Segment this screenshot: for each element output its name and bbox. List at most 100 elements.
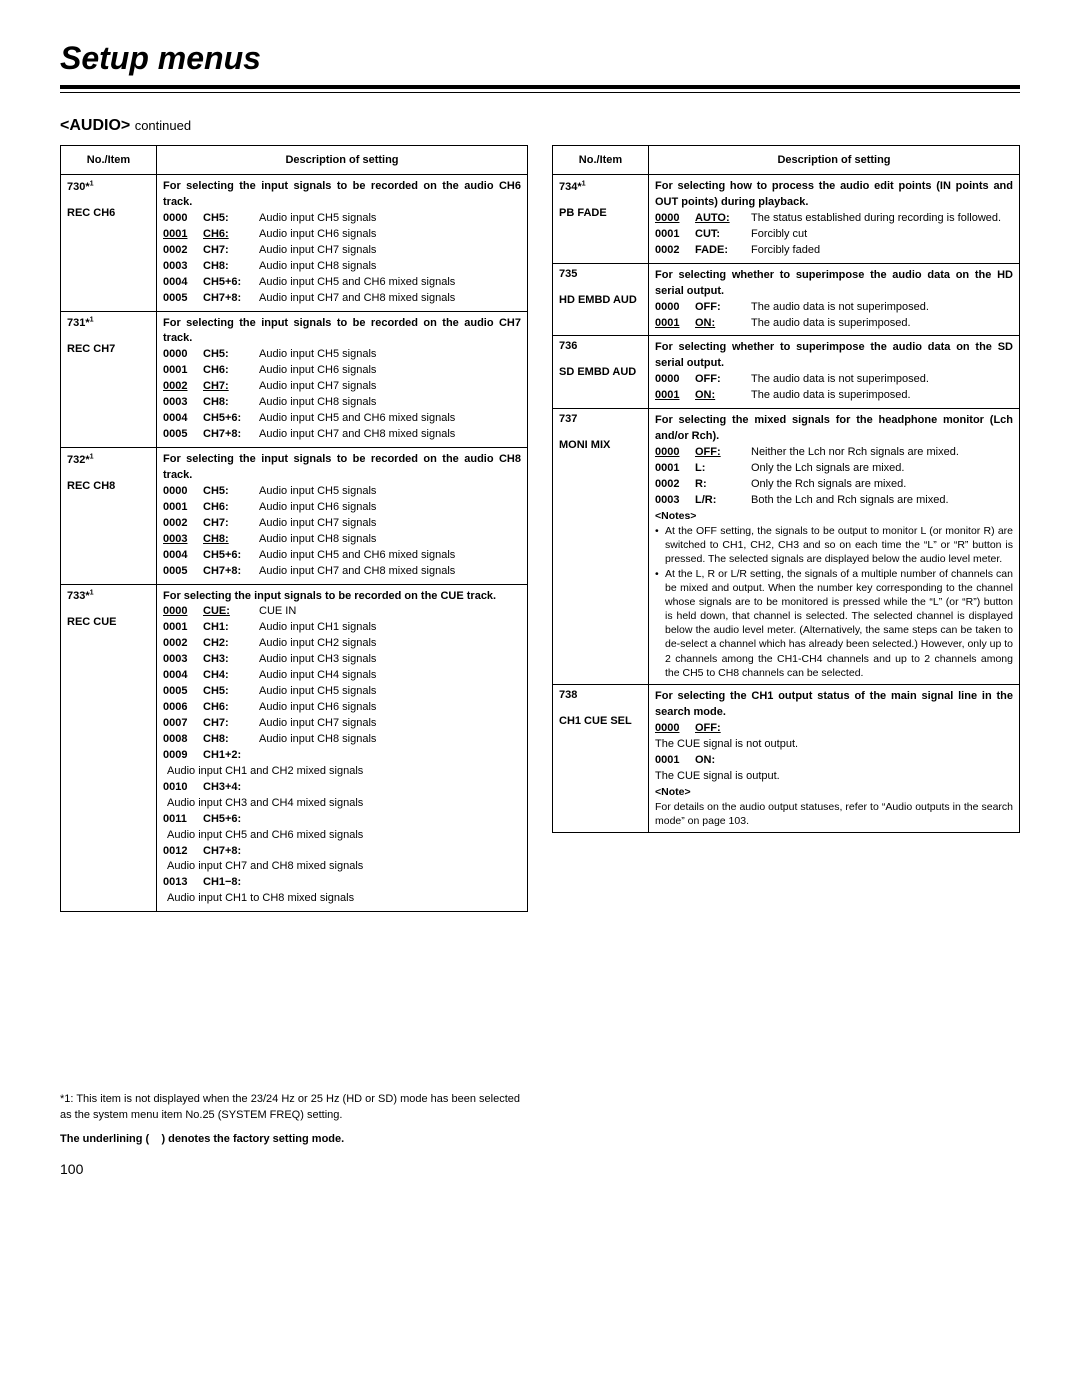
option-row: 0008CH8:Audio input CH8 signals	[163, 732, 521, 748]
option-code: 0000	[655, 211, 695, 227]
option-text: The audio data is superimposed.	[751, 316, 1013, 332]
option-row: 0001CUT:Forcibly cut	[655, 227, 1013, 243]
option-label: OFF:	[695, 721, 751, 737]
option-text: Audio input CH7 signals	[259, 716, 521, 732]
bullet-icon: •	[655, 567, 665, 680]
option-label: ON:	[695, 753, 751, 769]
item-number: 732*1	[67, 454, 94, 466]
item-name: REC CH7	[67, 343, 150, 355]
option-code: 0001	[655, 316, 695, 332]
option-code: 0001	[163, 620, 203, 636]
option-code: 0002	[163, 516, 203, 532]
option-row: 0005CH7+8:Audio input CH7 and CH8 mixed …	[163, 564, 521, 580]
item-name: MONI MIX	[559, 439, 642, 451]
item-col: 735HD EMBD AUD	[553, 264, 649, 336]
continued-label: continued	[135, 118, 191, 133]
note-text: For details on the audio output statuses…	[655, 800, 1013, 828]
setting-heading: For selecting the input signals to be re…	[163, 316, 521, 348]
option-row: 0003CH8:Audio input CH8 signals	[163, 395, 521, 411]
option-row: 0000CUE:CUE IN	[163, 604, 521, 620]
footnote: *1: This item is not displayed when the …	[60, 1092, 520, 1123]
option-text: The audio data is not superimposed.	[751, 300, 1013, 316]
option-code: 0013	[163, 875, 203, 891]
option-row: 0001L:Only the Lch signals are mixed.	[655, 461, 1013, 477]
option-text: Audio input CH6 signals	[259, 363, 521, 379]
option-code: 0004	[163, 668, 203, 684]
setting-heading: For selecting the input signals to be re…	[163, 179, 521, 211]
option-row: 0002CH2:Audio input CH2 signals	[163, 636, 521, 652]
option-row: 0001CH6:Audio input CH6 signals	[163, 500, 521, 516]
option-row: 0003CH8:Audio input CH8 signals	[163, 259, 521, 275]
option-row: 0002CH7:Audio input CH7 signals	[163, 379, 521, 395]
option-label: CH7:	[203, 516, 259, 532]
option-label: CH5+6:	[203, 812, 259, 828]
option-code: 0002	[163, 243, 203, 259]
option-label: CH6:	[203, 227, 259, 243]
option-text: Forcibly cut	[751, 227, 1013, 243]
section-name: <AUDIO>	[60, 117, 130, 134]
option-text: Audio input CH8 signals	[259, 732, 521, 748]
option-label: CH6:	[203, 700, 259, 716]
option-label: CH5+6:	[203, 548, 259, 564]
setting-entry: 738CH1 CUE SELFor selecting the CH1 outp…	[553, 685, 1019, 832]
option-text: Audio input CH7 and CH8 mixed signals	[259, 427, 521, 443]
item-col: 733*1REC CUE	[61, 585, 157, 912]
option-text: Audio input CH7 signals	[259, 516, 521, 532]
option-label: L:	[695, 461, 751, 477]
right-table: No./Item Description of setting 734*1PB …	[552, 145, 1020, 833]
col-hdr-item: No./Item	[553, 146, 649, 174]
option-label: CH7+8:	[203, 844, 259, 860]
item-number: 734*1	[559, 181, 586, 193]
option-row: 0001ON:	[655, 753, 1013, 769]
desc-col: For selecting whether to superimpose the…	[649, 336, 1019, 408]
option-code: 0002	[163, 379, 203, 395]
option-code: 0008	[163, 732, 203, 748]
option-code: 0003	[163, 652, 203, 668]
option-row: 0007CH7:Audio input CH7 signals	[163, 716, 521, 732]
option-label: CH5:	[203, 684, 259, 700]
option-row: 0001ON:The audio data is superimposed.	[655, 388, 1013, 404]
option-text: Neither the Lch nor Rch signals are mixe…	[751, 445, 1013, 461]
option-label: CH5:	[203, 211, 259, 227]
option-code: 0006	[163, 700, 203, 716]
option-code: 0002	[655, 243, 695, 259]
option-label: CH6:	[203, 500, 259, 516]
option-text: Audio input CH5 and CH6 mixed signals	[259, 275, 521, 291]
option-text: The audio data is not superimposed.	[751, 372, 1013, 388]
option-text: Audio input CH1 signals	[259, 620, 521, 636]
option-row: 0012CH7+8:	[163, 844, 521, 860]
col-hdr-desc: Description of setting	[649, 146, 1019, 174]
option-code: 0009	[163, 748, 203, 764]
option-text: Audio input CH3 signals	[259, 652, 521, 668]
option-row: 0000OFF:Neither the Lch nor Rch signals …	[655, 445, 1013, 461]
option-code: 0000	[655, 721, 695, 737]
setting-heading: For selecting whether to superimpose the…	[655, 340, 1013, 372]
option-row: 0001CH6:Audio input CH6 signals	[163, 363, 521, 379]
option-code: 0001	[655, 753, 695, 769]
option-code: 0004	[163, 275, 203, 291]
setting-heading: For selecting how to process the audio e…	[655, 179, 1013, 211]
option-label: OFF:	[695, 300, 751, 316]
item-number: 737	[559, 413, 577, 425]
option-code: 0003	[163, 259, 203, 275]
option-row: 0010CH3+4:	[163, 780, 521, 796]
option-label: CH5+6:	[203, 411, 259, 427]
option-code: 0001	[163, 363, 203, 379]
option-row: 0000CH5:Audio input CH5 signals	[163, 211, 521, 227]
option-subtext: The CUE signal is output.	[655, 769, 1013, 785]
option-text: Only the Lch signals are mixed.	[751, 461, 1013, 477]
option-code: 0003	[655, 493, 695, 509]
option-row: 0005CH5:Audio input CH5 signals	[163, 684, 521, 700]
option-row: 0002R:Only the Rch signals are mixed.	[655, 477, 1013, 493]
option-code: 0000	[655, 445, 695, 461]
page-title: Setup menus	[60, 40, 1020, 77]
option-row: 0001ON:The audio data is superimposed.	[655, 316, 1013, 332]
option-text: Audio input CH7 and CH8 mixed signals	[167, 859, 521, 875]
item-col: 738CH1 CUE SEL	[553, 685, 649, 832]
col-hdr-desc: Description of setting	[157, 146, 527, 174]
option-code: 0012	[163, 844, 203, 860]
item-col: 732*1REC CH8	[61, 448, 157, 584]
option-text: The status established during recording …	[751, 211, 1013, 227]
option-code: 0000	[163, 604, 203, 620]
option-label: CH1:	[203, 620, 259, 636]
